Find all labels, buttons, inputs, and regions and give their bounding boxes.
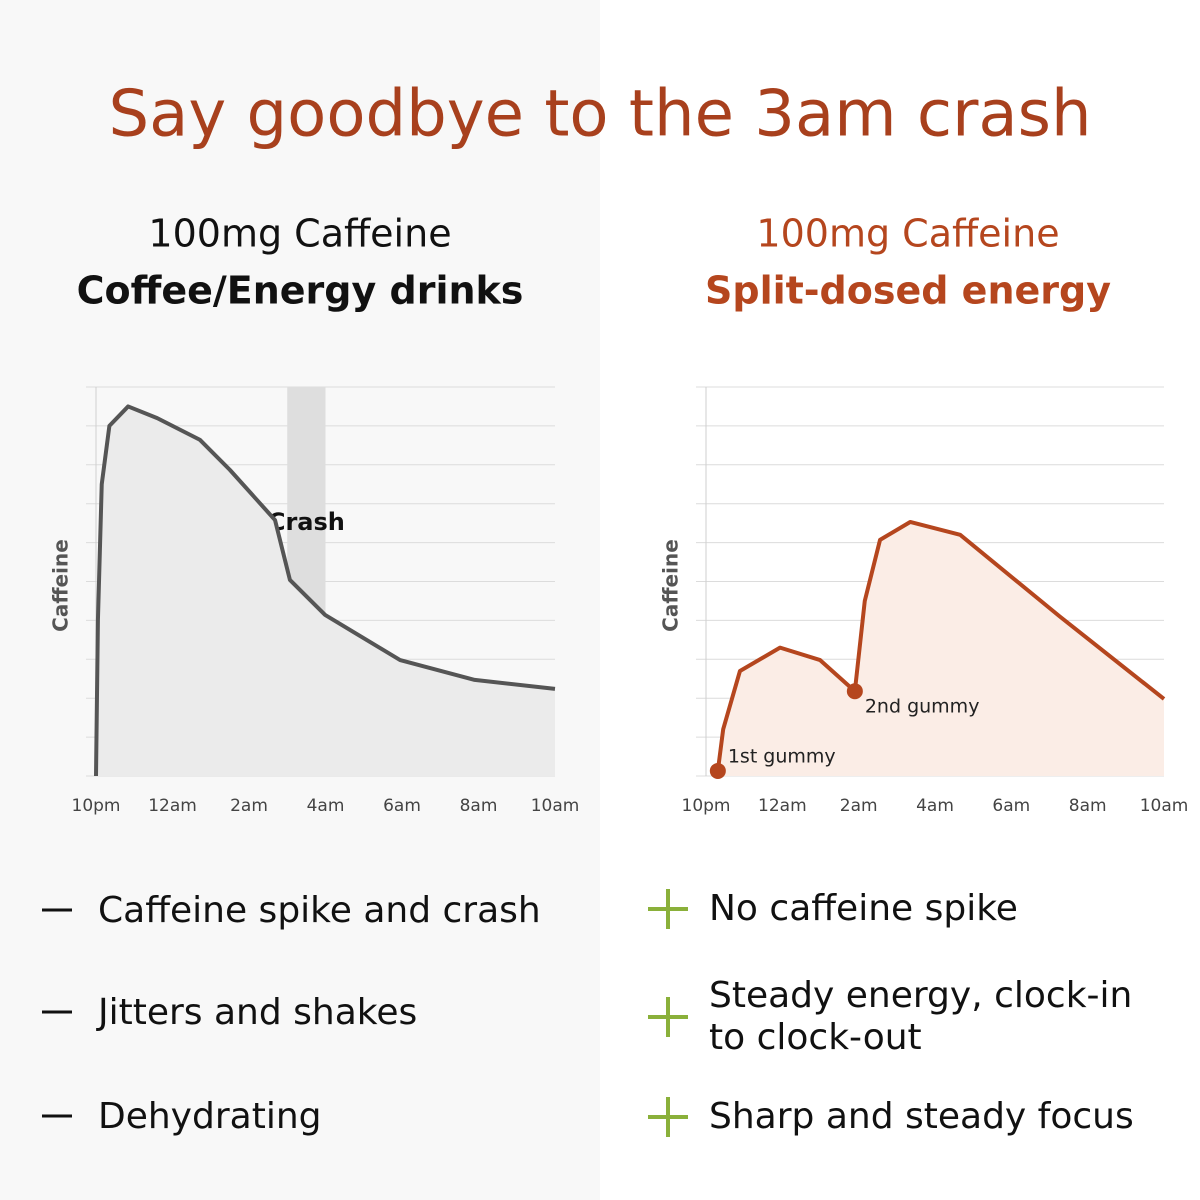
con-item: Jitters and shakes [98,992,418,1033]
x-tick-label: 8am [1069,796,1107,816]
band-label: Crash [268,508,345,536]
dose-marker [709,762,726,779]
plus-icon [648,997,688,1037]
caffeine-line [715,519,1166,772]
x-tick-label: 10pm [72,796,121,816]
con-item: Dehydrating [98,1096,322,1137]
x-tick-label: 8am [460,796,498,816]
chart-label: Coffee/Energy drinks [77,269,524,313]
pro-item: Steady energy, clock-in to clock-out [709,975,1133,1058]
x-tick-label: 6am [383,796,421,816]
chart-subtitle: 100mg Caffeine [148,212,451,256]
pro-item: No caffeine spike [709,888,1018,929]
marker-label: 2nd gummy [865,696,980,718]
area-fill [96,406,555,776]
headline: Say goodbye to the 3am crash [108,78,1091,152]
marker-label: 1st gummy [728,745,836,767]
y-axis-label: Caffeine [49,539,73,632]
x-tick-label: 4am [307,796,345,816]
x-tick-label: 10am [531,796,580,816]
x-tick-label: 10am [1140,796,1189,816]
y-axis-label: Caffeine [659,539,683,632]
x-tick-label: 2am [230,796,268,816]
x-tick-label: 12am [758,796,807,816]
x-tick-label: 12am [148,796,197,816]
chart-subtitle: 100mg Caffeine [756,212,1059,256]
con-item: Caffeine spike and crash [98,890,541,931]
dose-marker [846,683,863,700]
x-tick-label: 10pm [682,796,731,816]
x-tick-label: 2am [840,796,878,816]
caffeine-line [94,404,556,777]
plus-icon [648,1097,688,1137]
x-tick-label: 4am [916,796,954,816]
pro-item: Sharp and steady focus [709,1096,1134,1137]
x-tick-label: 6am [992,796,1030,816]
plus-icon [648,889,688,929]
area-fill [717,521,1164,776]
chart-label: Split-dosed energy [705,269,1111,313]
